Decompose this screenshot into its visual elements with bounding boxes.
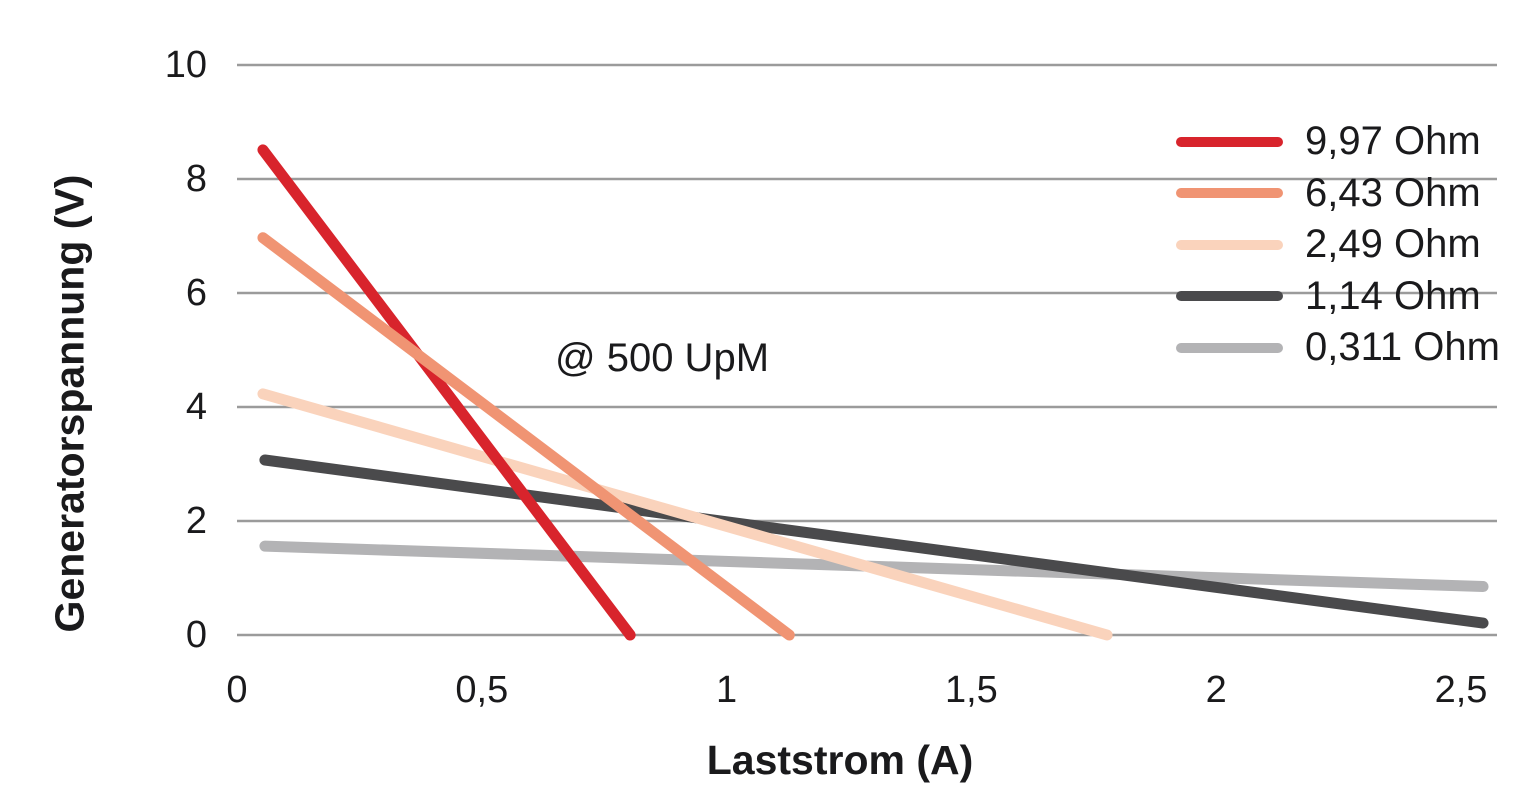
legend-swatch-2-49-ohm — [1176, 239, 1283, 250]
x-tick-label-2-5: 2,5 — [1434, 669, 1488, 711]
series-line-6-43-ohm — [257, 232, 795, 641]
annotation-500upm: @ 500 UpM — [554, 336, 770, 380]
legend-label-6-43-ohm: 6,43 Ohm — [1305, 170, 1481, 215]
y-tick-label-10: 10 — [164, 44, 207, 86]
legend: 9,97 Ohm 6,43 Ohm 2,49 Ohm 1,14 Ohm 0,311 Oh… — [1176, 116, 1500, 374]
y-tick-label-8: 8 — [185, 158, 207, 200]
x-tick-label-0-5: 0,5 — [455, 669, 509, 711]
legend-label-2-49-ohm: 2,49 Ohm — [1305, 222, 1481, 267]
legend-item-9-97-ohm: 9,97 Ohm — [1176, 116, 1500, 168]
x-tick-label-1: 1 — [716, 669, 738, 711]
series-line-1-14-ohm — [259, 454, 1489, 629]
legend-item-2-49-ohm: 2,49 Ohm — [1176, 219, 1500, 271]
legend-label-0-311-ohm: 0,311 Ohm — [1305, 325, 1500, 370]
legend-swatch-0-311-ohm — [1176, 342, 1283, 353]
legend-swatch-6-43-ohm — [1176, 188, 1283, 199]
legend-label-1-14-ohm: 1,14 Ohm — [1305, 273, 1481, 318]
legend-swatch-9-97-ohm — [1176, 136, 1283, 147]
x-tick-label-2: 2 — [1205, 669, 1227, 711]
legend-item-6-43-ohm: 6,43 Ohm — [1176, 168, 1500, 220]
legend-swatch-1-14-ohm — [1176, 291, 1283, 302]
y-axis-title: Generatorspannung (V) — [46, 174, 93, 633]
legend-label-9-97-ohm: 9,97 Ohm — [1305, 119, 1481, 164]
y-tick-label-0: 0 — [185, 614, 207, 656]
series-line-2-49-ohm — [257, 388, 1113, 641]
legend-item-0-311-ohm: 0,311 Ohm — [1176, 322, 1500, 374]
x-tick-label-1-5: 1,5 — [944, 669, 998, 711]
y-tick-label-4: 4 — [185, 386, 207, 428]
x-tick-label-0: 0 — [226, 669, 248, 711]
legend-item-1-14-ohm: 1,14 Ohm — [1176, 271, 1500, 323]
y-tick-label-6: 6 — [185, 272, 207, 314]
series-line-9-97-ohm — [257, 144, 636, 641]
x-axis-title: Laststrom (A) — [706, 737, 974, 783]
y-tick-label-2: 2 — [185, 500, 207, 542]
